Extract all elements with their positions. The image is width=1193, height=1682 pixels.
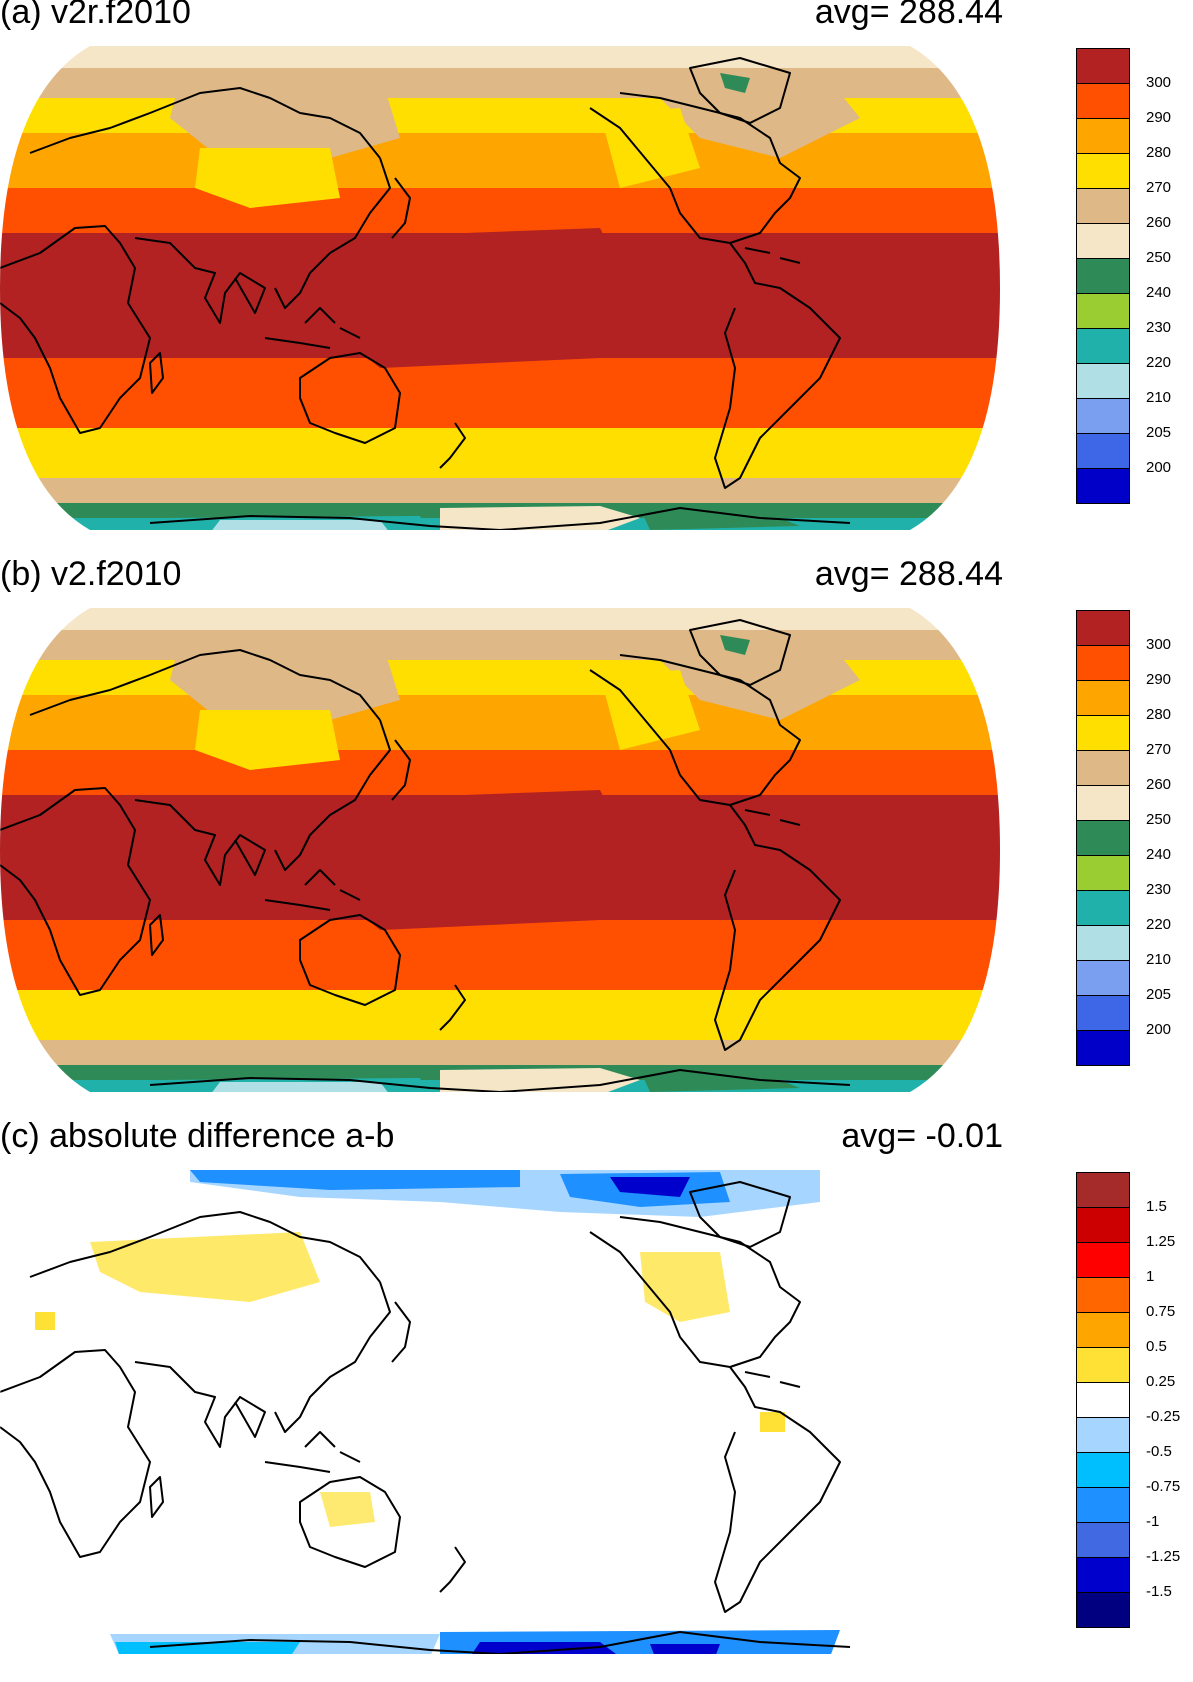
colorbar-swatch xyxy=(1076,680,1130,716)
colorbar-label: -0.75 xyxy=(1146,1478,1181,1495)
colorbar-label: 250 xyxy=(1146,249,1172,266)
panel-a: (a) v2r.f2010 avg= 288.44 300 290 280 270 26… xyxy=(0,0,1193,560)
field-shading xyxy=(0,1170,1000,1654)
colorbar-swatch xyxy=(1076,1030,1130,1066)
colorbar-label: 300 xyxy=(1146,636,1172,653)
colorbar: 1.5 1.25 1 0.75 0.5 0.25 -0.25 -0.5 -0.75 -1 -1.25… xyxy=(1076,1172,1191,1629)
colorbar-label: 270 xyxy=(1146,179,1172,196)
colorbar: 300 290 280 270 260 250 240 230 220 210 205 200 xyxy=(1076,610,1191,1067)
colorbar-swatch xyxy=(1076,1207,1130,1243)
coastlines xyxy=(0,1181,851,1654)
colorbar-label: 250 xyxy=(1146,811,1172,828)
colorbar-label: 210 xyxy=(1146,389,1172,406)
colorbar-swatch xyxy=(1076,1382,1130,1418)
colorbar-swatch xyxy=(1076,1242,1130,1278)
colorbar-label: 0.75 xyxy=(1146,1303,1176,1320)
colorbar-swatch xyxy=(1076,293,1130,329)
colorbar-label: 260 xyxy=(1146,776,1172,793)
colorbar-label: 240 xyxy=(1146,846,1172,863)
colorbar-label: 230 xyxy=(1146,881,1172,898)
colorbar-swatch xyxy=(1076,1487,1130,1523)
colorbar-swatch xyxy=(1076,960,1130,996)
colorbar-swatch xyxy=(1076,1557,1130,1593)
colorbar-label: 260 xyxy=(1146,214,1172,231)
colorbar-swatch xyxy=(1076,1452,1130,1488)
colorbar-swatch xyxy=(1076,188,1130,224)
colorbar-swatch xyxy=(1076,820,1130,856)
panel-title: (a) v2r.f2010 xyxy=(0,0,191,31)
colorbar-swatch xyxy=(1076,1522,1130,1558)
colorbar-label: -1.25 xyxy=(1146,1548,1181,1565)
colorbar-swatch xyxy=(1076,468,1130,504)
panel-average: avg= 288.44 xyxy=(814,555,1003,593)
colorbar-label: 1.25 xyxy=(1146,1233,1176,1250)
panel-average: avg= -0.01 xyxy=(841,1117,1003,1155)
colorbar-label: 270 xyxy=(1146,741,1172,758)
colorbar-label: -0.5 xyxy=(1146,1443,1172,1460)
colorbar-swatch xyxy=(1076,1172,1130,1208)
colorbar-swatch xyxy=(1076,223,1130,259)
colorbar-label: -1 xyxy=(1146,1513,1160,1530)
colorbar-label: 240 xyxy=(1146,284,1172,301)
panel-b: (b) v2.f2010 avg= 288.44 300 290 280 270 260… xyxy=(0,555,1193,1122)
colorbar-swatch xyxy=(1076,925,1130,961)
colorbar-swatch xyxy=(1076,1277,1130,1313)
field-shading xyxy=(0,608,1000,1092)
colorbar-label: 205 xyxy=(1146,986,1172,1003)
colorbar-label: 230 xyxy=(1146,319,1172,336)
coastlines xyxy=(0,619,851,1092)
colorbar-swatch xyxy=(1076,855,1130,891)
colorbar-swatch xyxy=(1076,258,1130,294)
panel-title: (c) absolute difference a-b xyxy=(0,1117,395,1155)
colorbar-swatch xyxy=(1076,890,1130,926)
colorbar-label: 300 xyxy=(1146,74,1172,91)
colorbar-swatch xyxy=(1076,1592,1130,1628)
colorbar-label: 200 xyxy=(1146,459,1172,476)
colorbar-label: 290 xyxy=(1146,109,1172,126)
colorbar-swatch xyxy=(1076,328,1130,364)
colorbar-label: 200 xyxy=(1146,1021,1172,1038)
colorbar-swatch xyxy=(1076,363,1130,399)
colorbar-label: 1.5 xyxy=(1146,1198,1167,1215)
field-shading xyxy=(0,46,1000,530)
colorbar-label: 280 xyxy=(1146,144,1172,161)
colorbar-label: 290 xyxy=(1146,671,1172,688)
coastlines xyxy=(0,57,851,530)
colorbar: 300 290 280 270 260 250 240 230 220 210 205 200 xyxy=(1076,48,1191,505)
colorbar-label: 1 xyxy=(1146,1268,1155,1285)
colorbar-label: 205 xyxy=(1146,424,1172,441)
colorbar-label: 280 xyxy=(1146,706,1172,723)
world-map xyxy=(0,46,1000,530)
colorbar-swatch xyxy=(1076,433,1130,469)
colorbar-label: 0.5 xyxy=(1146,1338,1167,1355)
colorbar-swatch xyxy=(1076,1312,1130,1348)
colorbar-swatch xyxy=(1076,610,1130,646)
colorbar-label: -1.5 xyxy=(1146,1583,1172,1600)
panel-title: (b) v2.f2010 xyxy=(0,555,182,593)
colorbar-swatch xyxy=(1076,1417,1130,1453)
colorbar-swatch xyxy=(1076,995,1130,1031)
colorbar-label: 0.25 xyxy=(1146,1373,1176,1390)
world-map xyxy=(0,1170,1000,1654)
colorbar-swatch xyxy=(1076,785,1130,821)
colorbar-swatch xyxy=(1076,48,1130,84)
colorbar-swatch xyxy=(1076,645,1130,681)
colorbar-swatch xyxy=(1076,715,1130,751)
colorbar-label: 210 xyxy=(1146,951,1172,968)
colorbar-swatch xyxy=(1076,1347,1130,1383)
colorbar-label: 220 xyxy=(1146,354,1172,371)
colorbar-swatch xyxy=(1076,153,1130,189)
colorbar-swatch xyxy=(1076,83,1130,119)
colorbar-swatch xyxy=(1076,398,1130,434)
colorbar-swatch xyxy=(1076,118,1130,154)
panel-average: avg= 288.44 xyxy=(814,0,1003,31)
panel-c: (c) absolute difference a-b avg= -0.01 1… xyxy=(0,1117,1193,1677)
world-map xyxy=(0,608,1000,1092)
colorbar-label: 220 xyxy=(1146,916,1172,933)
colorbar-label: -0.25 xyxy=(1146,1408,1181,1425)
colorbar-swatch xyxy=(1076,750,1130,786)
